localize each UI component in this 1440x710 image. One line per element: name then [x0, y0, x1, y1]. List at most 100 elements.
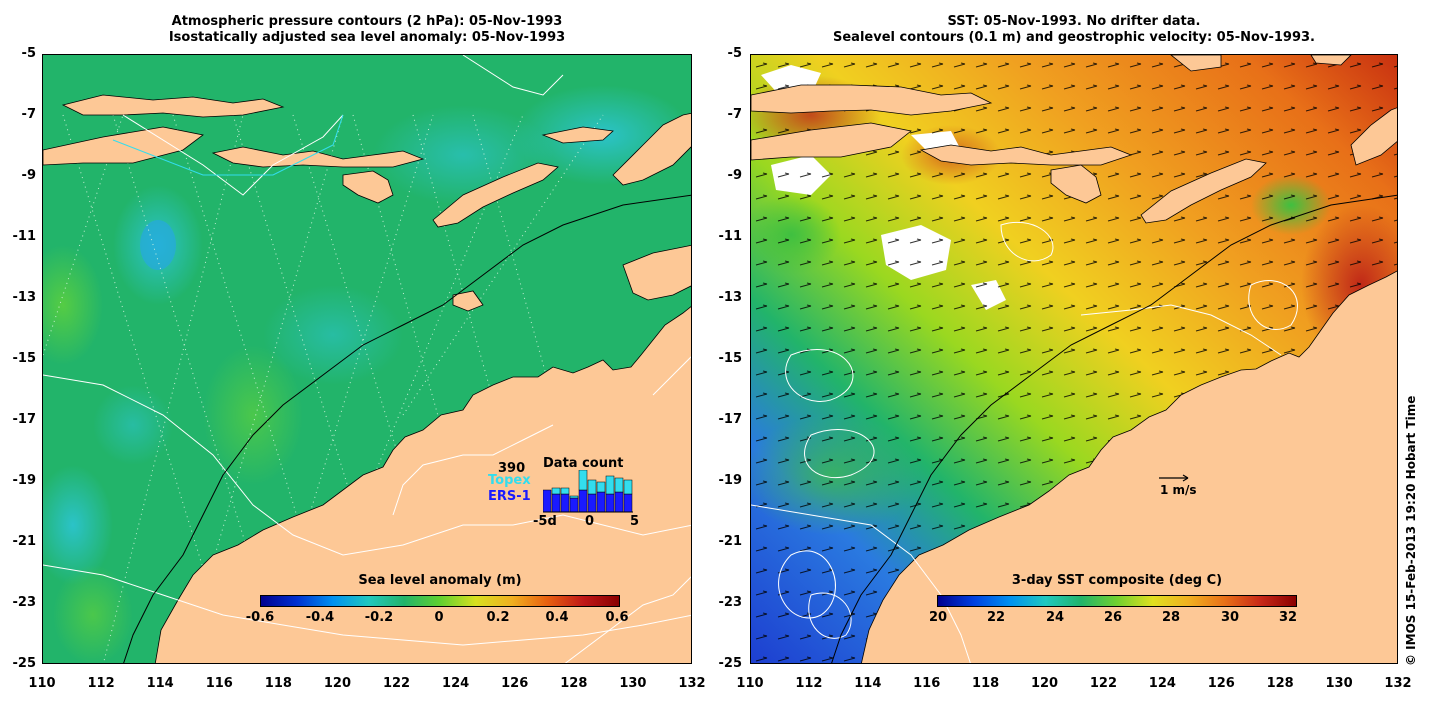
right-y-tick: -7: [727, 107, 742, 122]
right-x-tick: 118: [972, 676, 1000, 691]
left-y-tick: -15: [12, 351, 37, 366]
right-title-line1: SST: 05-Nov-1993. No drifter data.: [947, 14, 1201, 29]
ers-bar: [560, 493, 570, 513]
left-title-line1: Atmospheric pressure contours (2 hPa): 0…: [171, 14, 563, 29]
left-x-tick: 118: [264, 676, 292, 691]
left-colorbar: [260, 595, 620, 607]
right-y-tick: -17: [718, 412, 743, 427]
left-y-tick: -19: [12, 473, 37, 488]
left-colorbar-tick: -0.2: [364, 610, 394, 625]
data-count-topex-label: Topex: [488, 473, 531, 488]
data-count-tick-end: 5: [630, 514, 640, 529]
right-colorbar-tick: 30: [1220, 610, 1240, 625]
left-x-tick: 130: [619, 676, 647, 691]
right-x-tick: 130: [1325, 676, 1353, 691]
topex-bar: [596, 481, 606, 493]
left-colorbar-title: Sea level anomaly (m): [358, 573, 522, 588]
data-count-ers-label: ERS-1: [488, 489, 531, 504]
topex-bar: [578, 470, 588, 491]
data-count-title: Data count: [543, 456, 624, 471]
left-y-tick: -23: [12, 595, 37, 610]
right-colorbar-tick: 24: [1045, 610, 1065, 625]
right-x-tick: 126: [1207, 676, 1235, 691]
sea-level-anomaly-map: [42, 54, 692, 664]
credit-text: © IMOS 15-Feb-2013 19:20 Hobart Time: [1404, 395, 1418, 666]
left-x-tick: 128: [560, 676, 588, 691]
left-x-tick: 126: [501, 676, 529, 691]
left-y-tick: -13: [12, 290, 37, 305]
ers-bar: [578, 489, 588, 513]
topex-bar: [560, 487, 570, 495]
right-x-tick: 116: [913, 676, 941, 691]
data-count-number: 390: [498, 461, 526, 476]
left-x-tick: 120: [323, 676, 352, 691]
left-x-tick: 122: [382, 676, 411, 691]
left-x-tick: 116: [205, 676, 233, 691]
left-x-tick: 112: [87, 676, 115, 691]
right-colorbar-title: 3-day SST composite (deg C): [1011, 573, 1223, 588]
left-x-tick: 132: [678, 676, 706, 691]
ers-bar: [623, 493, 633, 513]
ers-bar: [543, 489, 552, 513]
left-title-line2: Isostatically adjusted sea level anomaly…: [168, 30, 566, 45]
topex-bar: [569, 495, 579, 499]
left-colorbar-tick: -0.6: [245, 610, 275, 625]
right-y-tick: -15: [718, 351, 743, 366]
ers-bar: [605, 493, 615, 513]
right-y-tick: -11: [718, 229, 743, 244]
sst-map: [750, 54, 1398, 664]
velocity-scale-label: 1 m/s: [1160, 483, 1197, 497]
topex-bar: [614, 477, 624, 493]
right-title-line2: Sealevel contours (0.1 m) and geostrophi…: [833, 30, 1315, 45]
right-x-tick: 110: [736, 676, 764, 691]
right-x-tick: 124: [1148, 676, 1176, 691]
left-y-tick: -11: [12, 229, 37, 244]
left-colorbar-tick: -0.4: [305, 610, 335, 625]
ers-bar: [569, 497, 579, 513]
right-colorbar: [937, 595, 1297, 607]
data-count-histogram: [543, 470, 633, 513]
right-x-tick: 132: [1384, 676, 1412, 691]
right-colorbar-tick: 26: [1103, 610, 1123, 625]
ers-bar: [614, 491, 624, 513]
right-x-tick: 128: [1266, 676, 1294, 691]
left-x-tick: 114: [146, 676, 174, 691]
right-y-tick: -25: [718, 656, 743, 671]
right-colorbar-tick: 20: [928, 610, 948, 625]
topex-bar: [623, 479, 633, 495]
topex-bar: [605, 475, 615, 495]
left-x-tick: 124: [442, 676, 470, 691]
right-colorbar-tick: 22: [986, 610, 1006, 625]
topex-bar: [551, 487, 561, 495]
right-y-tick: -13: [718, 290, 743, 305]
left-y-tick: -7: [21, 107, 36, 122]
right-colorbar-tick: 32: [1278, 610, 1298, 625]
ers-bar: [596, 491, 606, 513]
left-colorbar-tick: 0.4: [545, 610, 569, 625]
right-y-tick: -5: [727, 46, 742, 61]
data-count-tick-zero: 0: [585, 514, 595, 529]
data-count-tick-start: -5d: [533, 514, 557, 529]
left-y-tick: -9: [21, 168, 36, 183]
left-x-tick: 110: [28, 676, 56, 691]
right-x-tick: 112: [795, 676, 823, 691]
left-colorbar-tick: 0.2: [486, 610, 510, 625]
left-y-tick: -17: [12, 412, 37, 427]
ers-bar: [551, 493, 561, 513]
right-x-tick: 114: [854, 676, 882, 691]
right-x-tick: 122: [1089, 676, 1118, 691]
velocity-scale-arrow: [1159, 474, 1189, 482]
left-y-tick: -25: [12, 656, 37, 671]
right-y-tick: -21: [718, 534, 743, 549]
left-y-tick: -21: [12, 534, 37, 549]
topex-bar: [587, 479, 597, 495]
right-colorbar-tick: 28: [1161, 610, 1181, 625]
left-y-tick: -5: [21, 46, 36, 61]
right-y-tick: -9: [727, 168, 742, 183]
right-y-tick: -19: [718, 473, 743, 488]
right-y-tick: -23: [718, 595, 743, 610]
left-colorbar-tick: 0: [434, 610, 444, 625]
left-colorbar-tick: 0.6: [605, 610, 629, 625]
right-x-tick: 120: [1030, 676, 1059, 691]
ers-bar: [587, 493, 597, 513]
